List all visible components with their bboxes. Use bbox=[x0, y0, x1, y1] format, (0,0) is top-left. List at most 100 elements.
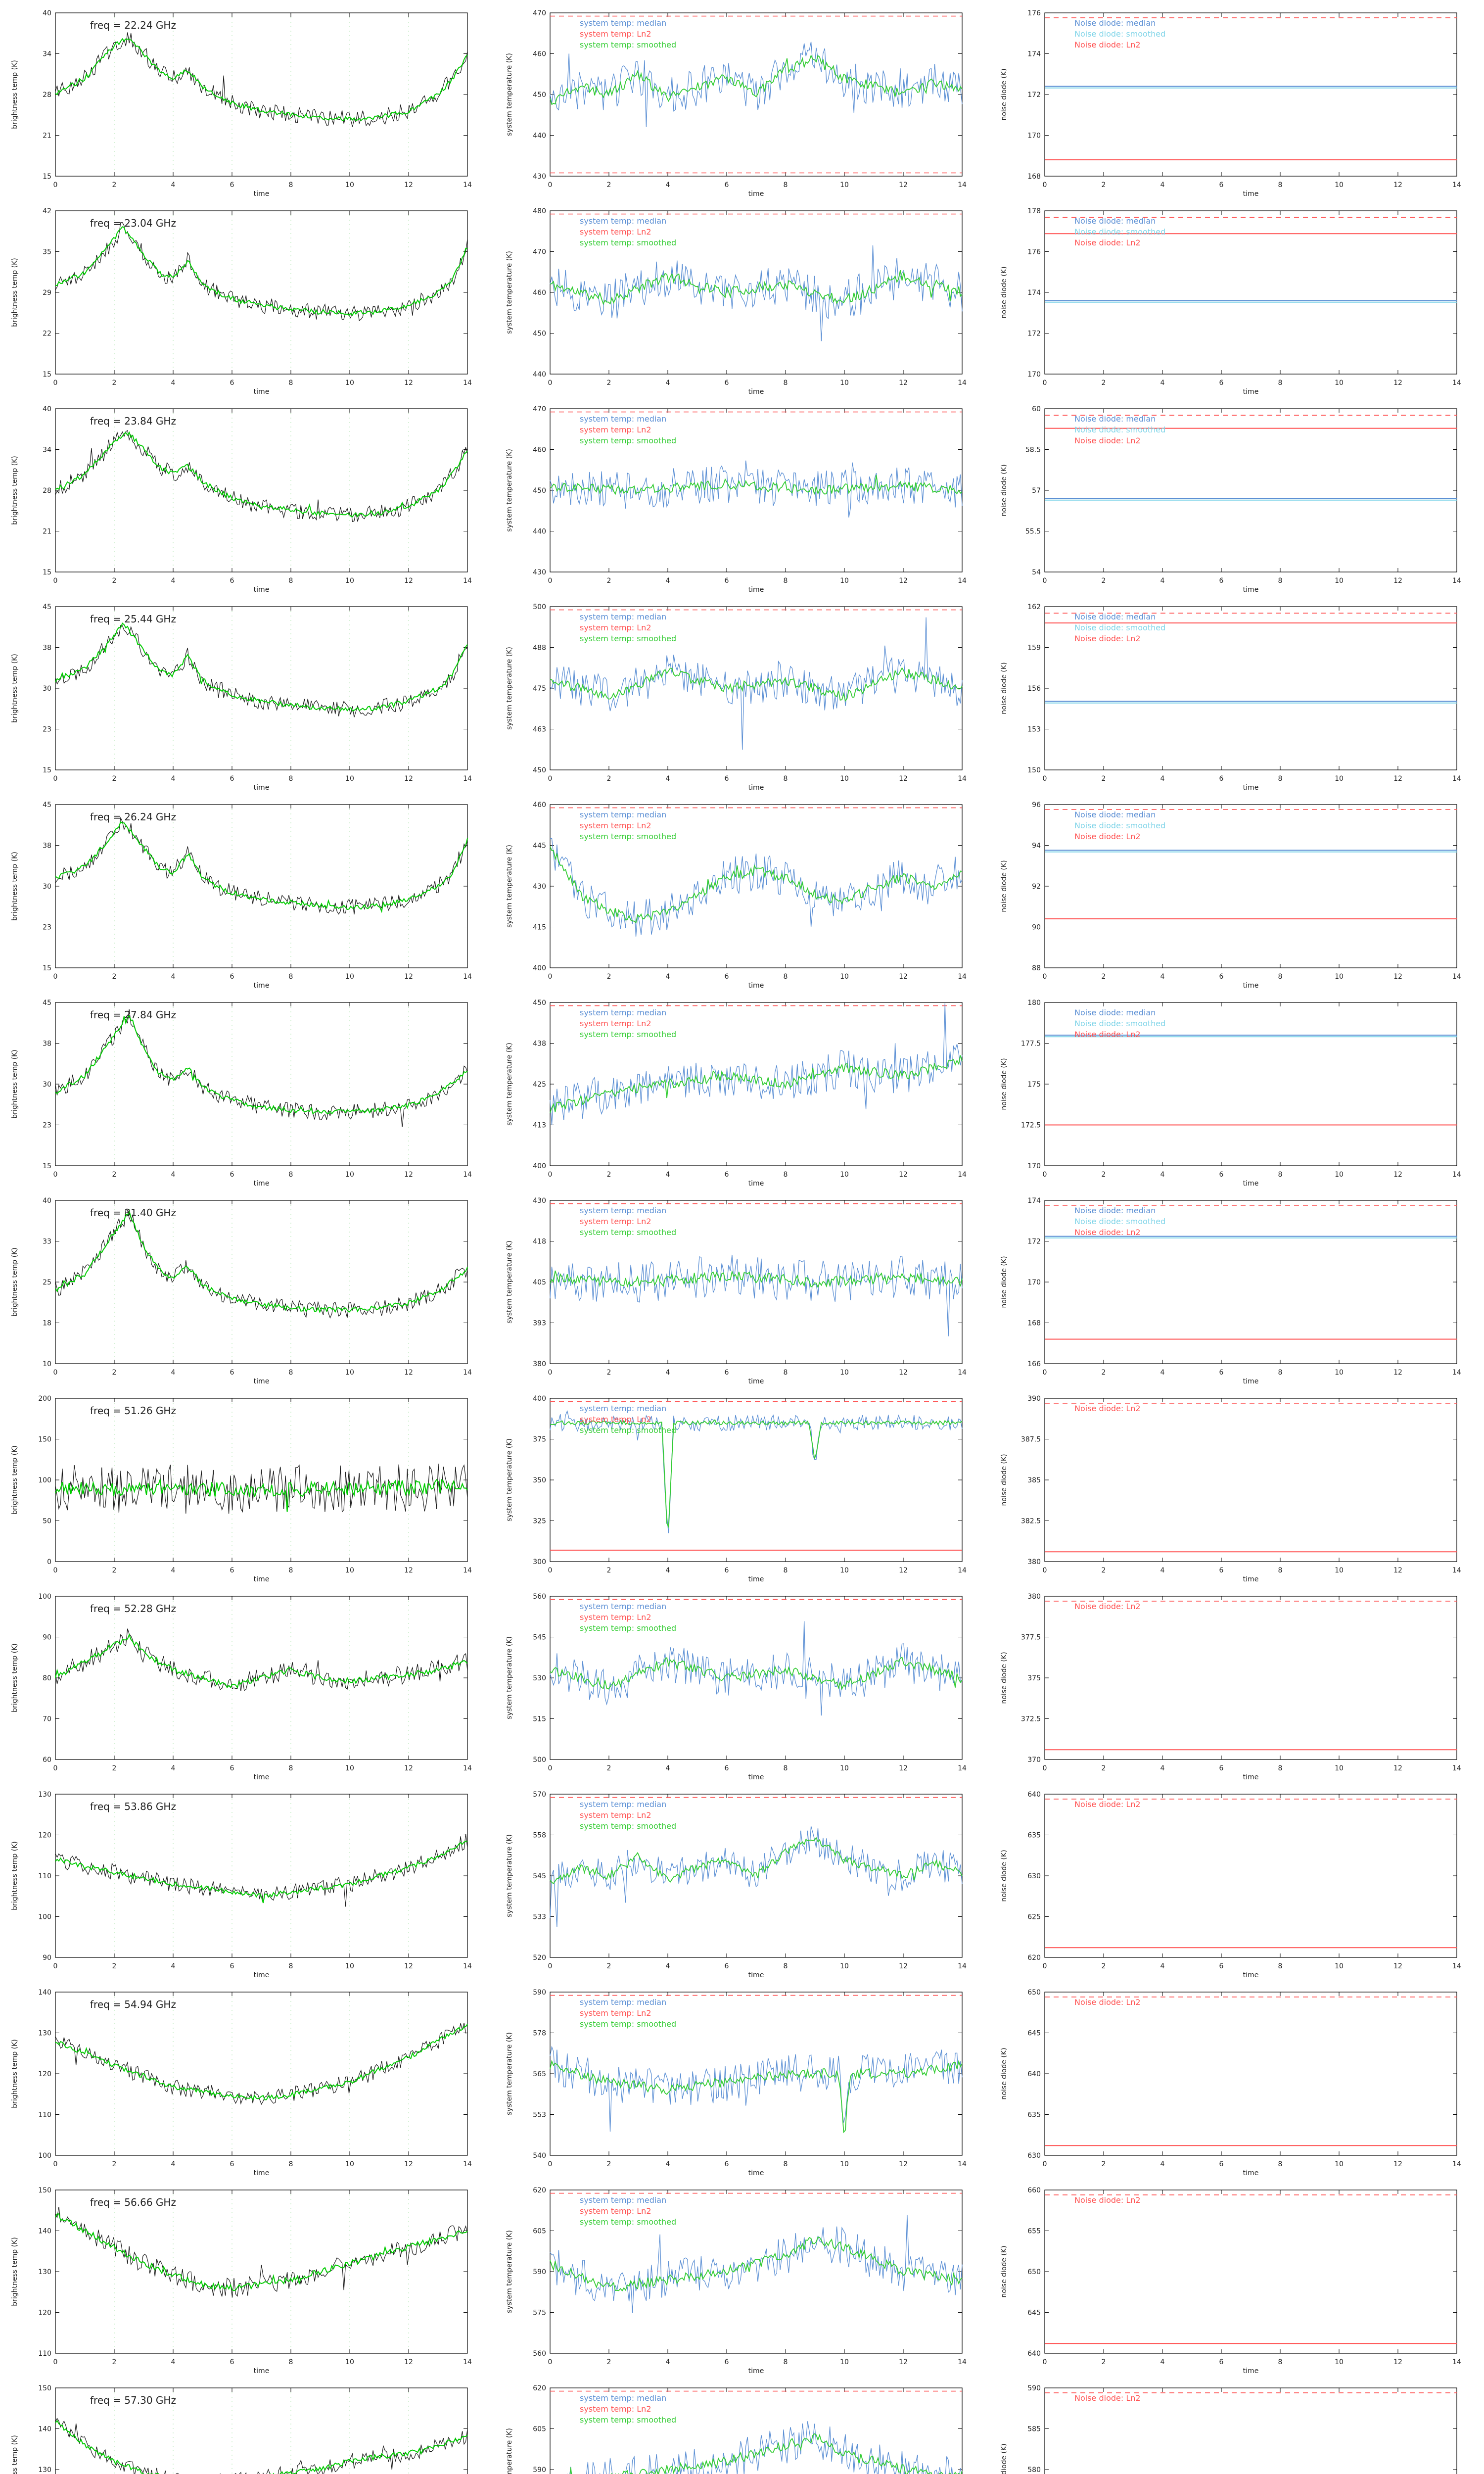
noise-diode-plot-53.86ghz: 0 2 4 6 8 10 12 14 620 625 630 635 640 time noise diod… bbox=[1000, 1791, 1461, 1979]
y-tick-label: 140 bbox=[38, 1989, 51, 1997]
y-tick-label: 90 bbox=[1032, 924, 1041, 932]
y-axis-label: noise diode (K) bbox=[1000, 68, 1008, 120]
y-axis-label: system temperature (K) bbox=[506, 647, 513, 730]
x-tick-label: 4 bbox=[666, 181, 670, 189]
x-tick-label: 8 bbox=[784, 1764, 788, 1772]
y-axis-label: brightness temp (K) bbox=[11, 654, 19, 723]
y-tick-label: 620 bbox=[1027, 1954, 1041, 1962]
system-temp-plot-27.84ghz: 0 2 4 6 8 10 12 14 400 413 425 438 450 time system tem… bbox=[506, 999, 967, 1188]
spectrum-smoothed-series bbox=[55, 821, 468, 913]
system-temp-plot-52.28ghz: 0 2 4 6 8 10 12 14 500 515 530 545 560 time system tem… bbox=[506, 1593, 967, 1781]
y-tick-label: 170 bbox=[1027, 371, 1041, 379]
x-tick-label: 0 bbox=[548, 2358, 553, 2366]
x-tick-label: 2 bbox=[607, 181, 611, 189]
x-tick-label: 14 bbox=[958, 775, 967, 783]
legend-entry: system temp: smoothed bbox=[580, 2217, 676, 2227]
noise-diode-plot-23.04ghz-panel: 0 2 4 6 8 10 12 14 170 172 174 176 178 time noise diod… bbox=[989, 198, 1484, 396]
x-tick-label: 10 bbox=[840, 181, 849, 189]
x-tick-label: 8 bbox=[784, 181, 788, 189]
y-tick-label: 120 bbox=[38, 2070, 51, 2078]
legend-entry: Noise diode: Ln2 bbox=[1074, 1404, 1141, 1413]
x-tick-label: 12 bbox=[1393, 1962, 1402, 1970]
legend-entry: system temp: Ln2 bbox=[580, 2404, 651, 2414]
y-tick-label: 34 bbox=[43, 50, 51, 58]
spectrum-plot-57.30ghz-panel: 02468101214110120130140150timebrightness… bbox=[0, 2375, 495, 2474]
noise-diode-plot-23.84ghz: 0 2 4 6 8 10 12 14 54 55.5 57 58.5 60 time noise diode… bbox=[1000, 405, 1461, 594]
legend-entry: Noise diode: Ln2 bbox=[1074, 2393, 1141, 2403]
x-tick-label: 4 bbox=[171, 1171, 176, 1179]
legend-entry: system temp: Ln2 bbox=[580, 425, 651, 434]
tsys-median-series bbox=[550, 42, 963, 127]
x-axis-label: time bbox=[254, 1180, 270, 1188]
y-tick-label: 372.5 bbox=[1021, 1715, 1041, 1723]
x-tick-label: 2 bbox=[112, 775, 117, 783]
tsys-median-series bbox=[566, 2421, 962, 2474]
legend-entry: system temp: smoothed bbox=[580, 436, 676, 445]
y-tick-label: 645 bbox=[1027, 2309, 1041, 2317]
legend-entry: system temp: smoothed bbox=[580, 238, 676, 247]
x-tick-label: 10 bbox=[1335, 1369, 1344, 1377]
x-tick-label: 0 bbox=[1043, 1171, 1047, 1179]
x-tick-label: 2 bbox=[607, 973, 611, 981]
y-tick-label: 45 bbox=[43, 603, 51, 611]
x-tick-label: 8 bbox=[1278, 775, 1283, 783]
x-tick-label: 2 bbox=[112, 1369, 117, 1377]
legend-entry: system temp: Ln2 bbox=[580, 821, 651, 830]
y-axis-label: system temperature (K) bbox=[506, 1438, 513, 1522]
x-tick-label: 12 bbox=[404, 2358, 413, 2366]
x-tick-label: 2 bbox=[607, 2358, 611, 2366]
x-tick-label: 14 bbox=[463, 379, 472, 387]
y-axis-label: system temperature (K) bbox=[506, 1636, 513, 1719]
legend-entry: system temp: smoothed bbox=[580, 2415, 676, 2425]
x-axis-label: time bbox=[1243, 1575, 1259, 1583]
y-tick-label: 635 bbox=[1027, 1832, 1041, 1840]
system-temp-plot-26.24ghz-panel: 0 2 4 6 8 10 12 14 400 415 430 445 460 time system tem… bbox=[495, 792, 989, 990]
x-axis-label: time bbox=[254, 2169, 270, 2177]
spectrum-raw-series bbox=[55, 1628, 468, 1691]
x-tick-label: 12 bbox=[404, 1962, 413, 1970]
x-axis-label: time bbox=[1243, 1773, 1259, 1781]
plot-row: 0 2 4 6 8 10 12 14 15 22 29 35 42 time brightness temp… bbox=[0, 198, 1484, 396]
x-tick-label: 4 bbox=[1160, 973, 1165, 981]
spectrum-plot-56.66ghz: 0 2 4 6 8 10 12 14 110 120 130 140 150 time brightness… bbox=[11, 2187, 472, 2375]
y-axis-label: noise diode (K) bbox=[1000, 464, 1008, 516]
x-axis-label: time bbox=[1243, 586, 1259, 594]
x-tick-label: 8 bbox=[784, 1567, 788, 1574]
noise-diode-plot-51.26ghz-panel: 0 2 4 6 8 10 12 14 380 382.5 385 387.5 390 time noise … bbox=[989, 1385, 1484, 1583]
y-tick-label: 54 bbox=[1032, 569, 1041, 576]
x-tick-label: 4 bbox=[171, 1962, 176, 1970]
y-tick-label: 150 bbox=[1027, 766, 1041, 774]
x-axis-label: time bbox=[748, 982, 764, 990]
y-tick-label: 35 bbox=[43, 248, 51, 256]
x-tick-label: 6 bbox=[230, 379, 234, 387]
legend-entry: system temp: median bbox=[580, 1602, 666, 1611]
plot-row: 0 2 4 6 8 10 12 14 0 50 100 150 200 time brightness te… bbox=[0, 1385, 1484, 1583]
x-tick-label: 14 bbox=[463, 2160, 472, 2168]
y-tick-label: 0 bbox=[47, 1558, 51, 1566]
y-tick-label: 153 bbox=[1027, 726, 1041, 734]
plot-frame bbox=[55, 1992, 468, 2156]
x-tick-label: 10 bbox=[345, 1567, 354, 1574]
legend-entry: system temp: median bbox=[580, 216, 666, 226]
spectrum-plot-26.24ghz-panel: 0 2 4 6 8 10 12 14 15 23 30 38 45 time brightness temp… bbox=[0, 792, 495, 990]
spectrum-smoothed-series bbox=[55, 1840, 468, 1903]
x-tick-label: 8 bbox=[289, 1962, 293, 1970]
frequency-title: freq = 57.30 GHz bbox=[90, 2394, 176, 2406]
x-tick-label: 12 bbox=[404, 181, 413, 189]
x-tick-label: 14 bbox=[1452, 775, 1461, 783]
x-tick-label: 6 bbox=[230, 577, 234, 585]
x-tick-label: 8 bbox=[784, 775, 788, 783]
x-tick-label: 12 bbox=[404, 1764, 413, 1772]
legend-entry: Noise diode: Ln2 bbox=[1074, 1998, 1141, 2007]
spectrum-smoothed-series bbox=[55, 431, 468, 518]
y-tick-label: 413 bbox=[533, 1122, 546, 1130]
x-tick-label: 2 bbox=[1102, 379, 1106, 387]
x-tick-label: 2 bbox=[607, 577, 611, 585]
legend-entry: Noise diode: median bbox=[1074, 18, 1156, 28]
y-tick-label: 480 bbox=[533, 207, 546, 215]
frequency-title: freq = 23.84 GHz bbox=[90, 415, 176, 427]
x-tick-label: 0 bbox=[548, 973, 553, 981]
y-axis-label: noise diode (K) bbox=[1000, 2047, 1008, 2099]
x-tick-label: 6 bbox=[230, 1764, 234, 1772]
spectrum-plot-23.04ghz-panel: 0 2 4 6 8 10 12 14 15 22 29 35 42 time brightness temp… bbox=[0, 198, 495, 396]
